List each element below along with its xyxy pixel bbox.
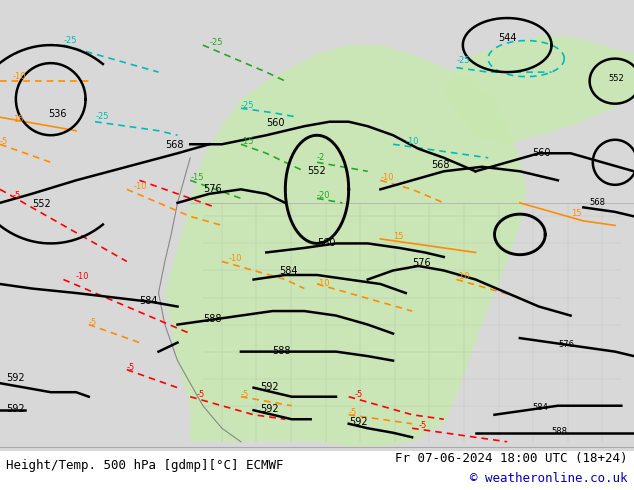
Text: -5: -5 (349, 408, 357, 416)
Text: -10: -10 (228, 254, 242, 264)
Text: 560: 560 (533, 147, 551, 157)
Text: 15: 15 (13, 115, 23, 123)
Text: 576: 576 (412, 258, 430, 268)
Text: -5: -5 (418, 421, 427, 430)
Text: -5: -5 (127, 363, 135, 371)
Text: 560: 560 (266, 118, 285, 128)
Text: 560: 560 (317, 238, 335, 247)
Text: 15: 15 (393, 232, 404, 241)
Text: 592: 592 (349, 416, 367, 427)
Text: -20: -20 (317, 192, 330, 200)
Text: -2: -2 (317, 153, 325, 162)
Polygon shape (165, 45, 526, 446)
Text: 584: 584 (533, 403, 548, 412)
Text: -5: -5 (13, 192, 21, 200)
Text: 576: 576 (558, 340, 574, 349)
Text: 592: 592 (260, 382, 278, 392)
Text: 536: 536 (48, 109, 67, 119)
Text: -10: -10 (13, 72, 26, 81)
Text: -5: -5 (241, 390, 249, 399)
Text: -10: -10 (133, 182, 146, 191)
Text: 552: 552 (609, 74, 624, 83)
Text: -5: -5 (0, 137, 8, 146)
Text: 552: 552 (32, 199, 51, 209)
Text: 15: 15 (571, 209, 581, 219)
Text: 544: 544 (498, 32, 517, 43)
Text: 592: 592 (6, 373, 25, 383)
Text: -25: -25 (63, 36, 77, 45)
Text: -15: -15 (241, 137, 254, 146)
Text: 588: 588 (203, 314, 221, 324)
Text: -25: -25 (456, 56, 470, 65)
Text: 584: 584 (279, 266, 297, 276)
Text: © weatheronline.co.uk: © weatheronline.co.uk (470, 472, 628, 486)
Text: Height/Temp. 500 hPa [gdmp][°C] ECMWF: Height/Temp. 500 hPa [gdmp][°C] ECMWF (6, 459, 284, 472)
Text: 584: 584 (139, 296, 158, 306)
Polygon shape (444, 36, 634, 144)
Text: -10: -10 (317, 279, 330, 288)
Text: -10: -10 (380, 173, 394, 182)
Text: 592: 592 (260, 404, 278, 415)
Text: -25: -25 (95, 113, 108, 122)
Text: -5: -5 (89, 318, 97, 326)
Text: 588: 588 (273, 346, 291, 356)
Text: -10: -10 (76, 272, 89, 281)
Text: 576: 576 (203, 184, 221, 194)
Text: 568: 568 (165, 140, 183, 150)
Text: Fr 07-06-2024 18:00 UTC (18+24): Fr 07-06-2024 18:00 UTC (18+24) (395, 452, 628, 465)
Text: -25: -25 (209, 38, 223, 47)
Text: 552: 552 (307, 166, 326, 175)
Text: 592: 592 (6, 404, 25, 415)
Text: 568: 568 (590, 198, 605, 207)
Text: -5: -5 (197, 390, 205, 399)
Text: 568: 568 (431, 160, 450, 170)
Text: -10: -10 (456, 272, 470, 281)
Text: 588: 588 (552, 427, 567, 436)
Text: -10: -10 (406, 137, 419, 146)
Text: -25: -25 (241, 101, 254, 110)
Text: -15: -15 (190, 173, 204, 182)
Text: -5: -5 (355, 390, 363, 399)
